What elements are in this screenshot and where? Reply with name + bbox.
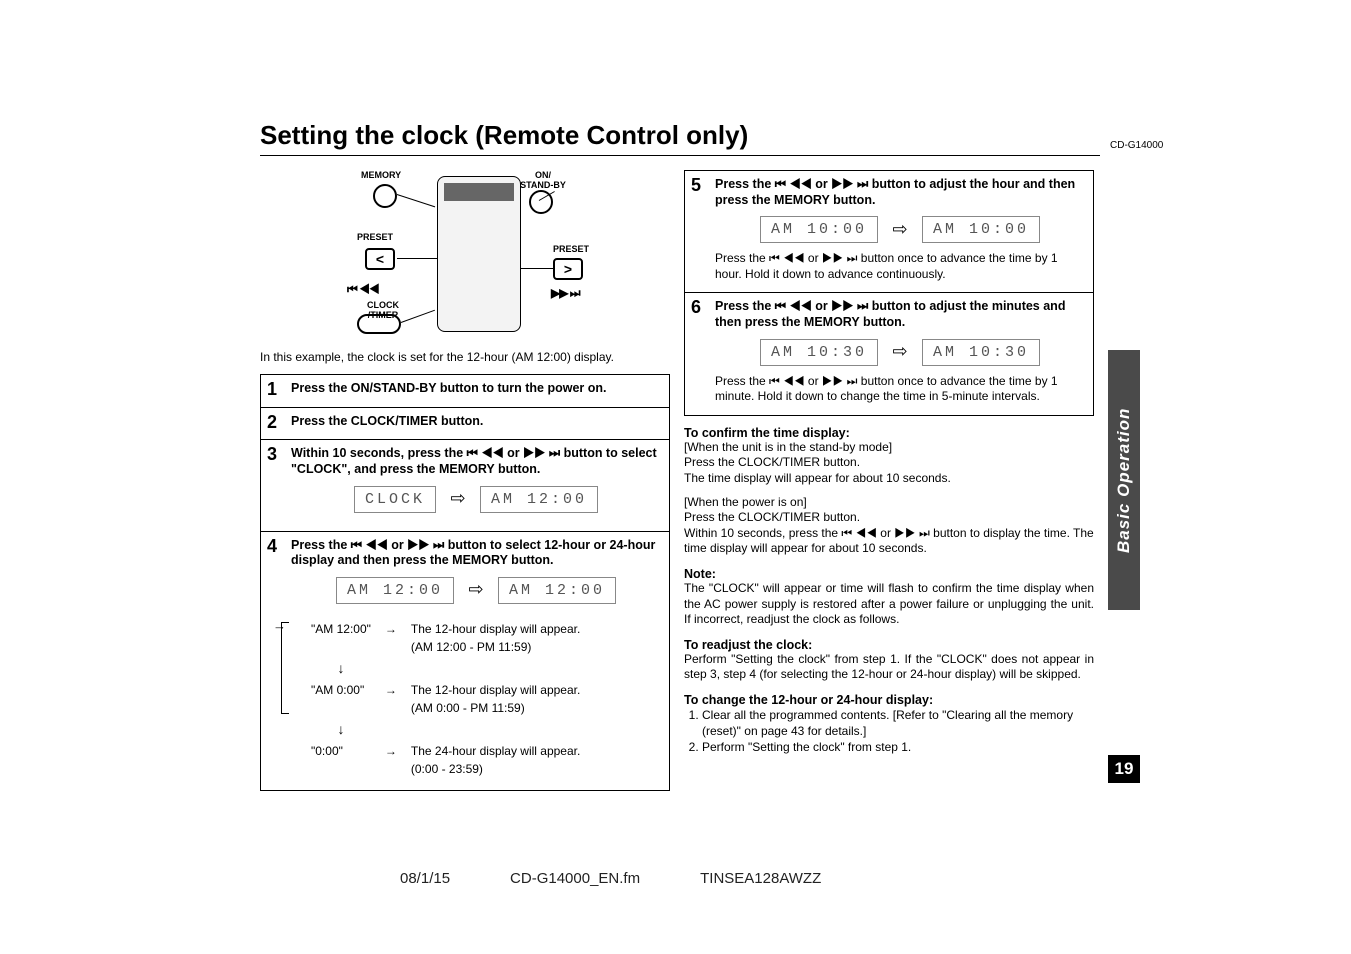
mode-range: (0:00 - 23:59) [411, 762, 483, 776]
confirm-line: Press the CLOCK/TIMER button. [684, 510, 860, 524]
intro-text: In this example, the clock is set for th… [260, 350, 670, 364]
section-tab: Basic Operation [1108, 350, 1140, 610]
step-number: 3 [261, 440, 289, 530]
step-text: Within 10 seconds, press the ⏮ ◀◀ or ▶▶ … [291, 446, 661, 477]
label-preset-left: PRESET [357, 232, 393, 242]
page-footer: 08/1/15 CD-G14000_EN.fm TINSEA128AWZZ [400, 870, 821, 887]
step-3: 3 Within 10 seconds, press the ⏮ ◀◀ or ▶… [260, 439, 670, 530]
step-2: 2 Press the CLOCK/TIMER button. [260, 407, 670, 440]
step-number: 1 [261, 375, 289, 407]
step-1: 1 Press the ON/STAND-BY button to turn t… [260, 374, 670, 407]
lcd-display: AM 12:00 [498, 577, 616, 604]
lcd-display: AM 10:30 [760, 339, 878, 366]
page-content: Setting the clock (Remote Control only) … [260, 120, 1100, 791]
confirm-line: Press the CLOCK/TIMER button. [684, 455, 860, 469]
remote-body-icon [437, 176, 521, 332]
label-memory: MEMORY [361, 170, 401, 180]
mode-desc: The 12-hour display will appear. [411, 683, 580, 697]
mode-range: (AM 0:00 - PM 11:59) [411, 701, 525, 715]
mode-range: (AM 12:00 - PM 11:59) [411, 640, 532, 654]
leader-line [397, 194, 435, 207]
footer-file: CD-G14000_EN.fm [510, 870, 640, 887]
confirm-line: [When the unit is in the stand-by mode] [684, 440, 892, 454]
right-column: 5 Press the ⏮ ◀◀ or ▶▶ ⏭ button to adjus… [684, 170, 1094, 791]
step-text: Press the CLOCK/TIMER button. [291, 414, 661, 430]
confirm-line: The time display will appear for about 1… [684, 471, 951, 485]
mode-label: "AM 12:00" [305, 620, 377, 656]
model-code: CD-G14000 [1110, 140, 1163, 151]
change-heading: To change the 12-hour or 24-hour display… [684, 693, 1094, 707]
step-text: Press the ON/STAND-BY button to turn the… [291, 381, 661, 397]
remote-diagram: MEMORY ON/ STAND-BY PRESET PRESET CLOCK … [325, 170, 605, 340]
confirm-text-2: [When the power is on] Press the CLOCK/T… [684, 495, 1094, 557]
table-row: "AM 0:00" → The 12-hour display will app… [305, 681, 586, 717]
leader-line [401, 310, 435, 323]
step-text: Press the ⏮ ◀◀ or ▶▶ ⏭ button to adjust … [715, 299, 1085, 330]
step-text: Press the ⏮ ◀◀ or ▶▶ ⏭ button to adjust … [715, 177, 1085, 208]
step-after-text: Press the ⏮ ◀◀ or ▶▶ ⏭ button once to ad… [715, 251, 1085, 282]
page-number: 19 [1108, 755, 1140, 783]
table-row: "AM 12:00" → The 12-hour display will ap… [305, 620, 586, 656]
list-item: Perform "Setting the clock" from step 1. [702, 739, 1094, 755]
page-title: Setting the clock (Remote Control only) [260, 120, 1100, 156]
confirm-line: [When the power is on] [684, 495, 807, 509]
preset-left-button-icon: < [365, 248, 395, 270]
label-rewind-icon: ⏮ ◀◀ [347, 282, 379, 297]
confirm-heading: To confirm the time display: [684, 426, 1094, 440]
arrow-down-icon: ↓ [337, 658, 344, 679]
mode-label: "AM 0:00" [305, 681, 377, 717]
left-column: MEMORY ON/ STAND-BY PRESET PRESET CLOCK … [260, 170, 670, 791]
note-text: The "CLOCK" will appear or time will fla… [684, 581, 1094, 628]
readjust-text: Perform "Setting the clock" from step 1.… [684, 652, 1094, 683]
change-list: Clear all the programmed contents. [Refe… [702, 707, 1094, 756]
arrow-right-icon: ⇨ [892, 341, 907, 362]
arrow-right-icon: → [379, 681, 403, 717]
note-heading: Note: [684, 567, 1094, 581]
arrow-right-icon: → [379, 742, 403, 778]
arrow-right-icon: ⇨ [450, 488, 465, 509]
flow-bracket-icon [281, 622, 289, 714]
step-4: 4 Press the ⏮ ◀◀ or ▶▶ ⏭ button to selec… [260, 531, 670, 791]
leader-line [397, 258, 437, 259]
lcd-display: AM 10:30 [922, 339, 1040, 366]
footer-date: 08/1/15 [400, 870, 450, 887]
preset-right-button-icon: > [553, 258, 583, 280]
label-on-standby: ON/ STAND-BY [517, 170, 569, 190]
step-text: Press the ⏮ ◀◀ or ▶▶ ⏭ button to select … [291, 538, 661, 569]
leader-line [521, 268, 553, 269]
lcd-display: AM 10:00 [922, 216, 1040, 243]
table-row: "0:00" → The 24-hour display will appear… [305, 742, 586, 778]
list-item: Clear all the programmed contents. [Refe… [702, 707, 1094, 739]
confirm-line: Within 10 seconds, press the ⏮ ◀◀ or ▶▶ … [684, 526, 1094, 556]
arrow-right-icon: → [379, 620, 403, 656]
arrow-right-icon: ⇨ [468, 579, 483, 600]
step-5: 5 Press the ⏮ ◀◀ or ▶▶ ⏭ button to adjus… [684, 170, 1094, 292]
arrow-right-icon: ⇨ [892, 219, 907, 240]
lcd-display: AM 12:00 [336, 577, 454, 604]
step-number: 6 [685, 293, 713, 414]
arrow-down-icon: ↓ [337, 719, 344, 740]
footer-code: TINSEA128AWZZ [700, 870, 821, 887]
step-number: 2 [261, 408, 289, 440]
lcd-display: CLOCK [354, 486, 436, 513]
clock-timer-button-icon [357, 314, 401, 334]
mode-desc: The 24-hour display will appear. [411, 744, 580, 758]
step-number: 5 [685, 171, 713, 292]
mode-label: "0:00" [305, 742, 377, 778]
label-fastforward-icon: ▶▶ ⏭ [551, 286, 580, 301]
mode-desc: The 12-hour display will appear. [411, 622, 580, 636]
memory-button-icon [373, 184, 397, 208]
confirm-text: [When the unit is in the stand-by mode] … [684, 440, 1094, 487]
step-after-text: Press the ⏮ ◀◀ or ▶▶ ⏭ button once to ad… [715, 374, 1085, 405]
lcd-display: AM 10:00 [760, 216, 878, 243]
lcd-display: AM 12:00 [480, 486, 598, 513]
step-6: 6 Press the ⏮ ◀◀ or ▶▶ ⏭ button to adjus… [684, 292, 1094, 415]
label-preset-right: PRESET [553, 244, 589, 254]
readjust-heading: To readjust the clock: [684, 638, 1094, 652]
display-mode-table: "AM 12:00" → The 12-hour display will ap… [303, 618, 588, 780]
